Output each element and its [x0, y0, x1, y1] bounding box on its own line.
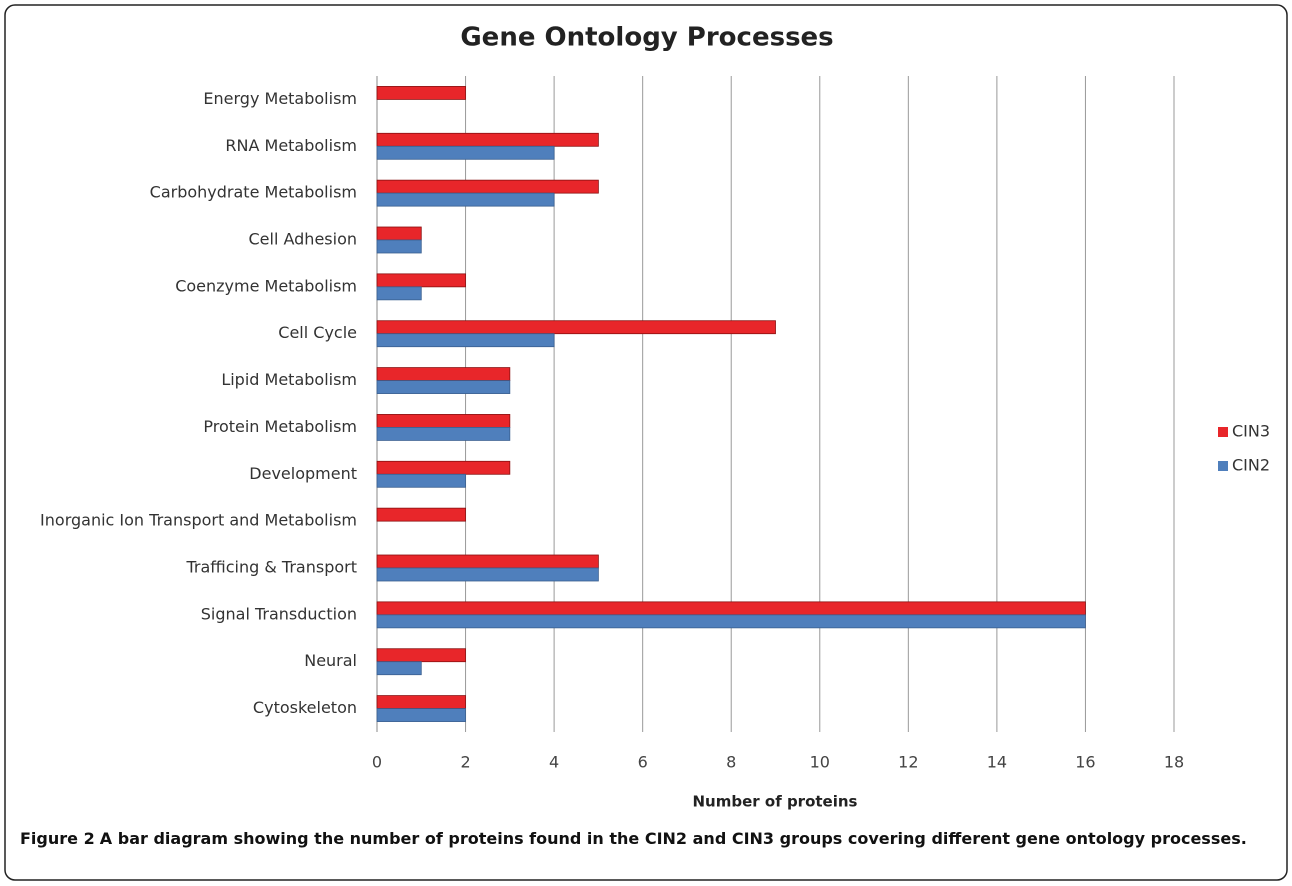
bar — [376, 145, 555, 160]
y-tick-label: Trafficing & Transport — [185, 558, 357, 577]
bar — [376, 273, 466, 288]
y-tick-label: Cytoskeleton — [253, 698, 357, 717]
caption-text: A bar diagram showing the number of prot… — [99, 829, 1247, 848]
bar — [376, 380, 511, 394]
y-tick-label: Cell Cycle — [278, 323, 357, 342]
bar — [376, 320, 776, 335]
x-tick-label: 10 — [810, 753, 830, 772]
bar — [376, 473, 466, 488]
legend-swatch — [1218, 461, 1228, 471]
bar — [376, 507, 466, 522]
bar — [376, 192, 555, 207]
y-tick-label: Carbohydrate Metabolism — [150, 183, 357, 202]
y-tick-label: Neural — [304, 651, 357, 670]
y-tick-label: Cell Adhesion — [248, 230, 357, 249]
bar — [376, 708, 466, 722]
bar — [376, 286, 422, 301]
bar — [376, 239, 422, 254]
bar — [376, 661, 422, 676]
y-tick-label: Inorganic Ion Transport and Metabolism — [40, 511, 357, 530]
bar — [376, 614, 1086, 629]
bar — [376, 695, 466, 709]
bar — [376, 226, 422, 241]
bar — [376, 333, 555, 348]
x-tick-label: 2 — [460, 753, 470, 772]
y-tick-label: Protein Metabolism — [203, 417, 357, 436]
chart-title: Gene Ontology Processes — [460, 23, 833, 53]
bar — [376, 427, 511, 441]
caption-label: Figure 2 — [20, 829, 95, 848]
bar — [376, 132, 599, 147]
x-tick-label: 0 — [372, 753, 382, 772]
x-axis-label: Number of proteins — [693, 793, 858, 811]
x-tick-label: 12 — [898, 753, 918, 772]
y-tick-label: Signal Transduction — [201, 604, 357, 623]
x-tick-label: 14 — [987, 753, 1007, 772]
legend-swatch — [1218, 427, 1228, 437]
bar — [376, 554, 599, 569]
x-tick-label: 16 — [1075, 753, 1095, 772]
bar — [376, 414, 511, 428]
bar — [376, 601, 1086, 616]
y-tick-label: Coenzyme Metabolism — [175, 276, 357, 295]
x-tick-label: 4 — [549, 753, 559, 772]
bar — [376, 367, 511, 381]
y-tick-label: Development — [249, 464, 357, 483]
bar — [376, 567, 599, 582]
x-tick-label: 6 — [638, 753, 648, 772]
bar — [376, 460, 511, 475]
x-tick-label: 8 — [726, 753, 736, 772]
legend-label: CIN2 — [1232, 456, 1270, 475]
x-tick-label: 18 — [1164, 753, 1184, 772]
bar — [376, 179, 599, 194]
y-tick-label: RNA Metabolism — [225, 136, 357, 155]
bar — [376, 648, 466, 663]
legend-label: CIN3 — [1232, 422, 1270, 441]
y-tick-label: Lipid Metabolism — [221, 370, 357, 389]
y-tick-label: Energy Metabolism — [203, 89, 357, 108]
bar — [376, 86, 466, 100]
frame — [4, 4, 1288, 881]
caption: Figure 2 A bar diagram showing the numbe… — [20, 824, 1272, 853]
